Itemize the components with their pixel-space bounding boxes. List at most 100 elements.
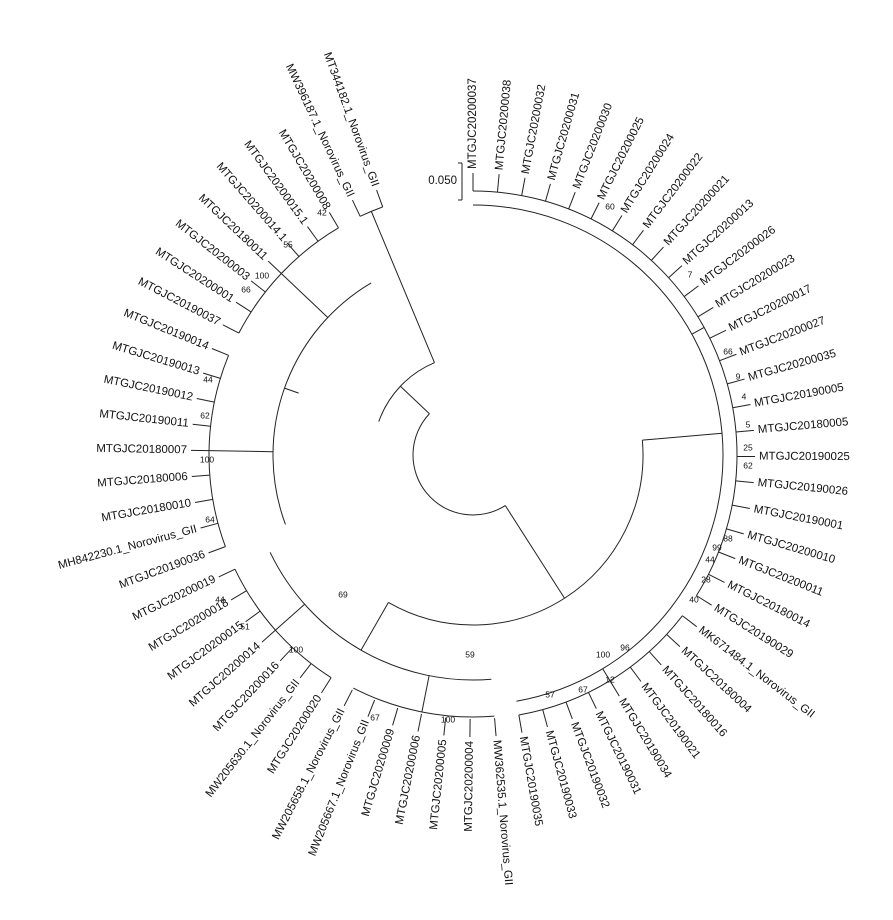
branch xyxy=(359,206,383,217)
branch xyxy=(657,432,723,440)
branch xyxy=(735,480,754,484)
branch xyxy=(202,372,221,379)
leaf-label: MTGJC20190012 xyxy=(103,374,194,404)
branch xyxy=(192,423,211,427)
branch xyxy=(211,348,229,356)
branch xyxy=(284,387,299,394)
bootstrap-value: 100 xyxy=(200,454,214,464)
leaf-label: MTGJC20200009 xyxy=(360,727,397,817)
branch xyxy=(726,528,744,535)
bootstrap-value: 69 xyxy=(338,589,348,599)
branch xyxy=(376,189,384,208)
bootstrap-value: 66 xyxy=(723,346,733,356)
branch xyxy=(370,211,435,363)
bootstrap-value: 44 xyxy=(215,594,225,604)
leaf-label: MTGJC20200014.1 xyxy=(214,161,289,244)
leaf-label: MTGJC20190025 xyxy=(759,451,850,463)
branches xyxy=(191,173,755,737)
bootstrap-value: 62 xyxy=(743,460,753,470)
branch xyxy=(267,260,282,274)
branch xyxy=(521,177,526,196)
branch xyxy=(388,440,644,626)
scale-label: 0.050 xyxy=(428,175,457,187)
branch xyxy=(494,718,497,737)
bootstrap-value: 5 xyxy=(746,419,751,429)
branch xyxy=(602,668,611,681)
branch xyxy=(504,505,565,599)
branch xyxy=(343,689,353,707)
bootstrap-value: 88 xyxy=(723,533,733,543)
bootstrap-value: 42 xyxy=(317,207,327,217)
branch xyxy=(719,353,737,362)
leaf-label: MT344182.1_Norovirus_GII xyxy=(321,51,381,188)
bootstrap-value: 64 xyxy=(205,514,215,524)
leaf-label: MW362535.1_Norovirus_GII xyxy=(490,740,514,886)
branch xyxy=(200,522,219,529)
scale-bar: 0.050 xyxy=(428,162,463,201)
bootstrap-value: 60 xyxy=(605,201,615,211)
branch xyxy=(360,602,389,651)
leaf-label: MTGJC20200010 xyxy=(746,529,837,566)
branch xyxy=(542,709,548,728)
branch xyxy=(222,324,240,334)
leaf-label: MTGJC20200006 xyxy=(394,734,423,825)
bootstrap-value: 4 xyxy=(742,391,747,401)
branch xyxy=(472,204,724,702)
branch xyxy=(299,663,312,679)
branch xyxy=(367,699,376,717)
branch xyxy=(321,677,332,694)
leaf-label: MTGJC20190026 xyxy=(757,477,849,498)
leaf-label: MTGJC20180007 xyxy=(96,443,187,456)
branch xyxy=(629,666,642,682)
bootstrap-value: 44 xyxy=(705,554,715,564)
branch xyxy=(307,226,319,242)
bootstrap-value: 57 xyxy=(545,689,555,699)
bootstrap-value: 96 xyxy=(620,642,630,652)
branch xyxy=(328,212,339,229)
branch xyxy=(683,285,699,297)
branch xyxy=(708,573,725,583)
bootstrap-value: 25 xyxy=(743,442,753,452)
branch xyxy=(632,230,644,245)
branch xyxy=(275,603,305,631)
branch xyxy=(696,595,712,606)
branch xyxy=(642,438,658,441)
bootstrap-value: 40 xyxy=(689,594,699,604)
branch xyxy=(732,504,750,509)
branch xyxy=(417,713,422,732)
branch xyxy=(261,629,276,643)
branch xyxy=(279,647,293,662)
branch xyxy=(245,610,261,623)
bootstrap-value: 51 xyxy=(240,621,250,631)
branch xyxy=(218,568,236,578)
bootstrap-value: 44 xyxy=(203,374,213,384)
branch xyxy=(230,590,247,601)
leaf-label: MTGJC20190005 xyxy=(753,382,844,410)
leaf-label: MTGJC20200035 xyxy=(747,348,838,384)
leaf-label: MTGJC20200032 xyxy=(520,84,549,175)
branch xyxy=(208,546,226,554)
branch xyxy=(412,413,506,516)
branch xyxy=(191,474,210,478)
leaf-label: MW396187.1_Norovirus_GII xyxy=(283,62,356,199)
leaf-label: MTGJC20180005 xyxy=(757,416,848,436)
branch xyxy=(648,651,662,666)
branch xyxy=(590,202,600,220)
branch xyxy=(472,190,738,596)
branch xyxy=(196,397,215,403)
branch xyxy=(668,265,683,279)
branch xyxy=(443,717,447,736)
branch xyxy=(280,273,329,318)
leaf-label: MTGJC20200005 xyxy=(428,739,449,831)
branch xyxy=(666,634,681,648)
branch xyxy=(235,301,252,313)
leaf-label: MTGJC20190011 xyxy=(99,408,190,430)
branch xyxy=(718,551,736,560)
branch xyxy=(697,306,714,318)
leaf-label: MTGJC20190035 xyxy=(517,736,545,827)
branch xyxy=(250,280,266,293)
bootstrap-value: 62 xyxy=(200,410,210,420)
branch xyxy=(545,183,551,202)
branch xyxy=(194,498,213,503)
leaf-label: MTGJC20180010 xyxy=(101,497,193,524)
